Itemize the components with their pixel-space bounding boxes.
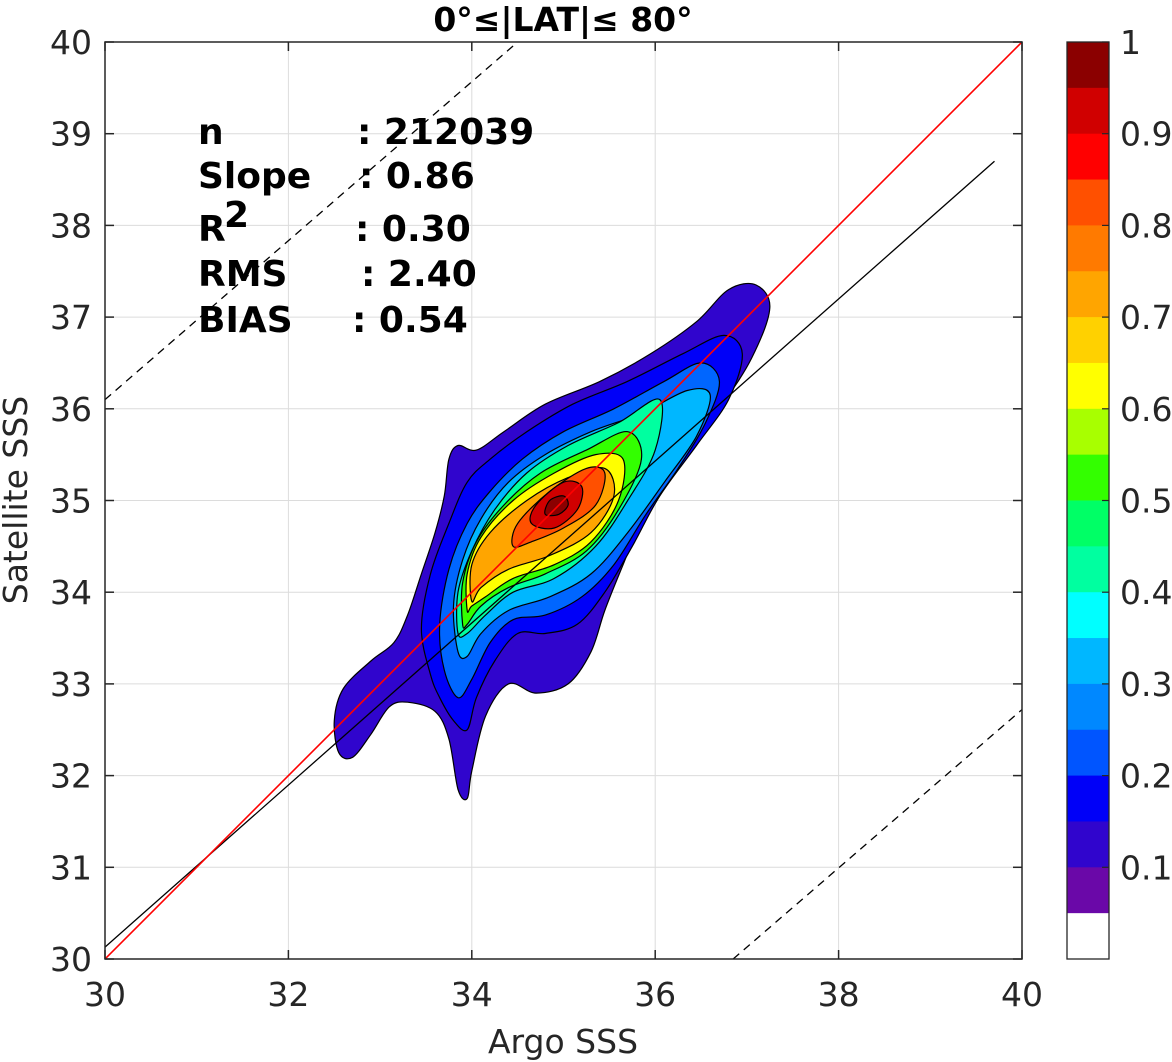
stat-value: : 0.30 <box>355 209 471 250</box>
x-tick-label: 36 <box>634 975 676 1014</box>
colorbar-segment <box>1067 913 1109 960</box>
stat-label: BIAS <box>198 300 293 341</box>
colorbar-segment <box>1067 775 1109 823</box>
lower-dashed-line <box>732 709 1022 959</box>
y-tick-label: 40 <box>50 23 92 62</box>
x-axis-label: Argo SSS <box>488 1022 638 1061</box>
colorbar-segment <box>1067 729 1109 777</box>
x-tick-label: 38 <box>818 975 860 1014</box>
y-tick-label: 30 <box>50 940 92 979</box>
density-contours <box>333 282 771 801</box>
y-tick-label: 33 <box>50 665 92 704</box>
y-tick-label: 32 <box>50 757 92 796</box>
one-to-one-line <box>105 42 1022 959</box>
colorbar-segment <box>1067 821 1109 868</box>
colorbar: 1 0.9 0.8 0.7 0.6 0.5 0.4 0.3 0.2 0.1 <box>1066 23 1172 960</box>
stat-value: : 0.54 <box>352 300 468 341</box>
x-tick-label: 32 <box>267 975 309 1014</box>
colorbar-tick-label: 1 <box>1120 23 1141 62</box>
axis-ticks: 30 32 34 36 38 40 30 31 32 33 34 35 36 37 38 39 40 <box>50 23 1043 1014</box>
colorbar-tick-label: 0.1 <box>1120 848 1172 887</box>
stat-label: n <box>198 112 224 153</box>
colorbar-segment <box>1067 317 1109 364</box>
stat-label: RMS <box>198 254 287 295</box>
colorbar-tick-label: 0.3 <box>1120 665 1172 704</box>
x-tick-label: 40 <box>1001 975 1043 1014</box>
y-tick-label: 34 <box>50 573 92 612</box>
chart-title: 0°≤|LAT|≤ 80° <box>433 0 692 39</box>
stat-label: Slope <box>198 156 311 197</box>
y-tick-label: 36 <box>50 390 92 429</box>
regression-line <box>105 160 995 948</box>
colorbar-tick-label: 0.2 <box>1120 757 1172 796</box>
colorbar-segment <box>1067 500 1109 547</box>
upper-dashed-line <box>105 42 519 401</box>
colorbar-tick-label: 0.9 <box>1120 115 1172 154</box>
colorbar-segment <box>1067 408 1109 456</box>
x-tick-label: 30 <box>84 975 126 1014</box>
colorbar-segment <box>1067 546 1109 593</box>
y-axis-label: Satellite SSS <box>0 396 35 605</box>
stat-label: R <box>198 209 226 250</box>
stat-superscript: 2 <box>224 195 249 236</box>
colorbar-segment <box>1067 867 1109 914</box>
colorbar-segment <box>1067 179 1109 226</box>
colorbar-tick-label: 0.6 <box>1120 390 1172 429</box>
colorbar-tick-label: 0.8 <box>1120 206 1172 245</box>
colorbar-segment <box>1067 225 1109 272</box>
stat-value: : 2.40 <box>361 254 477 295</box>
colorbar-segment <box>1067 683 1109 731</box>
colorbar-segment <box>1067 592 1109 639</box>
y-tick-label: 37 <box>50 298 92 337</box>
reference-lines <box>105 42 1022 959</box>
colorbar-tick-label: 0.5 <box>1120 482 1172 521</box>
colorbar-segment <box>1067 133 1109 181</box>
stat-value: : 0.86 <box>359 156 475 197</box>
colorbar-segment <box>1067 42 1109 89</box>
y-tick-label: 38 <box>50 206 92 245</box>
y-tick-label: 35 <box>50 482 92 521</box>
x-tick-label: 34 <box>451 975 493 1014</box>
colorbar-tick-label: 0.7 <box>1120 298 1172 337</box>
stat-value: : 212039 <box>357 112 534 153</box>
colorbar-segment <box>1067 638 1109 685</box>
stats-box: n : 212039 Slope : 0.86 R2 : 0.30 RMS : 2.40 BIA… <box>198 112 534 341</box>
y-tick-label: 31 <box>50 848 92 887</box>
y-tick-label: 39 <box>50 115 92 154</box>
colorbar-segment <box>1067 362 1109 410</box>
colorbar-tick-label: 0.4 <box>1120 573 1172 612</box>
colorbar-segment <box>1067 454 1109 502</box>
colorbar-segment <box>1067 87 1109 135</box>
colorbar-segment <box>1067 271 1109 318</box>
